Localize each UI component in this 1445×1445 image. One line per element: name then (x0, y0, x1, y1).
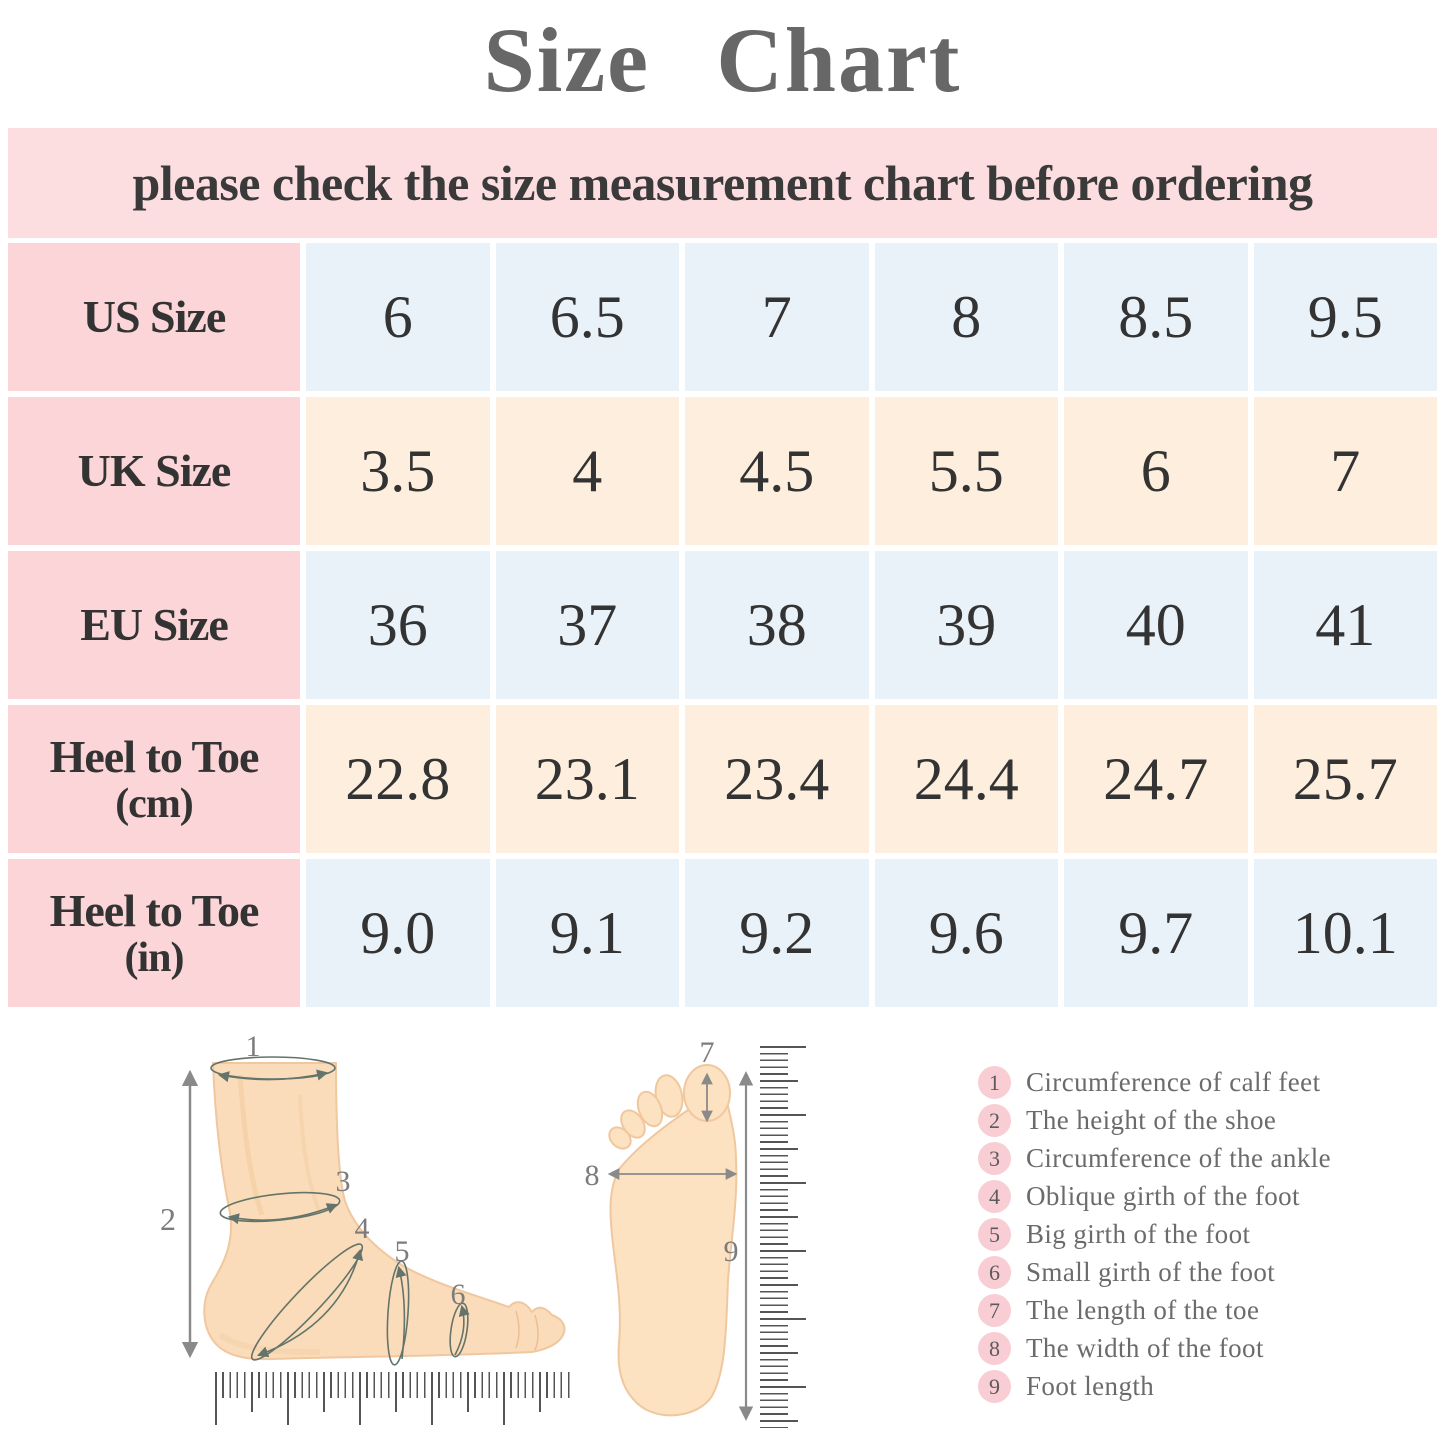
page-title: Size Chart (483, 9, 962, 111)
legend-item: 2 The height of the shoe (978, 1104, 1331, 1137)
table-cell: 5.5 (874, 397, 1058, 545)
big-girth-line (386, 1260, 410, 1366)
third-toe (636, 1090, 664, 1128)
marker-9-label: 9 (724, 1235, 739, 1268)
table-cell: 41 (1253, 551, 1437, 699)
legend-number-badge: 6 (978, 1256, 1011, 1289)
table-cell: 25.7 (1253, 705, 1437, 853)
table-cell: 22.8 (306, 705, 490, 853)
marker-7-label: 7 (700, 1038, 715, 1069)
legend-label: Big girth of the foot (1026, 1219, 1251, 1249)
marker-8-label: 8 (585, 1159, 600, 1192)
marker-6-label: 6 (451, 1278, 466, 1311)
table-cell: 6 (1064, 397, 1248, 545)
table-cell: 9.0 (306, 859, 490, 1007)
table-cell: 10.1 (1253, 859, 1437, 1007)
legend-number-badge: 4 (978, 1180, 1011, 1213)
small-girth-line (449, 1302, 469, 1358)
table-cell: 40 (1064, 551, 1248, 699)
measurement-diagram-section: 1 2 3 4 5 6 (0, 1030, 1445, 1445)
legend-label: Small girth of the foot (1026, 1257, 1276, 1287)
marker-3-label: 3 (336, 1165, 351, 1198)
legend-label: Circumference of calf feet (1026, 1067, 1321, 1097)
marker-1-label: 1 (246, 1035, 261, 1063)
table-cell: 24.4 (874, 705, 1058, 853)
foot-sole-view-diagram: 7 8 9 (585, 1038, 754, 1421)
table-cell: 9.1 (495, 859, 679, 1007)
legend-item: 4 Oblique girth of the foot (978, 1180, 1331, 1213)
legend-label: Foot length (1026, 1371, 1155, 1401)
legend-number-badge: 2 (978, 1104, 1011, 1137)
legend-item: 9 Foot length (978, 1370, 1331, 1403)
notice-banner-text: please check the size measurement chart … (132, 155, 1313, 211)
table-cell: 23.4 (685, 705, 869, 853)
table-cell: 37 (495, 551, 679, 699)
table-cell: 39 (874, 551, 1058, 699)
legend-number-badge: 3 (978, 1142, 1011, 1175)
row-header-eu-size: EU Size (8, 551, 300, 699)
legend-item: 5 Big girth of the foot (978, 1218, 1331, 1251)
size-conversion-table: US Size 6 6.5 7 8 8.5 9.5 UK Size 3.5 4 … (8, 243, 1437, 1007)
legend-number-badge: 5 (978, 1218, 1011, 1251)
foot-side-view-diagram: 1 2 3 4 5 6 (160, 1035, 566, 1366)
table-cell: 7 (685, 243, 869, 391)
table-cell: 3.5 (306, 397, 490, 545)
row-header-heel-toe-in: Heel to Toe (in) (8, 859, 300, 1007)
table-cell: 38 (685, 551, 869, 699)
legend-number-badge: 1 (978, 1066, 1011, 1099)
table-cell: 6.5 (495, 243, 679, 391)
table-cell: 36 (306, 551, 490, 699)
row-header-us-size: US Size (8, 243, 300, 391)
legend-item: 7 The length of the toe (978, 1294, 1331, 1327)
legend-number-badge: 7 (978, 1294, 1011, 1327)
table-cell: 23.1 (495, 705, 679, 853)
pinky-toe (608, 1126, 632, 1150)
table-cell: 4.5 (685, 397, 869, 545)
table-cell: 4 (495, 397, 679, 545)
table-cell: 24.7 (1064, 705, 1248, 853)
table-cell: 8 (874, 243, 1058, 391)
vertical-ruler (760, 1046, 806, 1428)
table-cell: 7 (1253, 397, 1437, 545)
legend-item: 3 Circumference of the ankle (978, 1142, 1331, 1175)
table-cell: 9.6 (874, 859, 1058, 1007)
horizontal-ruler (215, 1372, 575, 1425)
marker-5-label: 5 (395, 1235, 410, 1268)
legend-number-badge: 8 (978, 1332, 1011, 1365)
legend-label: Oblique girth of the foot (1026, 1181, 1300, 1211)
legend-number-badge: 9 (978, 1370, 1011, 1403)
notice-banner: please check the size measurement chart … (8, 128, 1437, 238)
ruler-long-ticks (760, 1046, 806, 1428)
legend-label: Circumference of the ankle (1026, 1143, 1332, 1173)
legend-item: 1 Circumference of calf feet (978, 1066, 1331, 1099)
legend-label: The width of the foot (1026, 1333, 1264, 1363)
legend-item: 6 Small girth of the foot (978, 1256, 1331, 1289)
table-cell: 6 (306, 243, 490, 391)
legend-label: The length of the toe (1026, 1295, 1260, 1325)
marker-4-label: 4 (355, 1212, 370, 1245)
row-header-uk-size: UK Size (8, 397, 300, 545)
measurement-legend: 1 Circumference of calf feet 2 The height … (978, 1066, 1331, 1408)
table-cell: 8.5 (1064, 243, 1248, 391)
row-header-heel-toe-cm: Heel to Toe (cm) (8, 705, 300, 853)
marker-2-label: 2 (160, 1201, 176, 1237)
table-cell: 9.2 (685, 859, 869, 1007)
ruler-long-ticks (215, 1372, 575, 1425)
legend-item: 8 The width of the foot (978, 1332, 1331, 1365)
legend-label: The height of the shoe (1026, 1105, 1277, 1135)
table-cell: 9.5 (1253, 243, 1437, 391)
table-cell: 9.7 (1064, 859, 1248, 1007)
